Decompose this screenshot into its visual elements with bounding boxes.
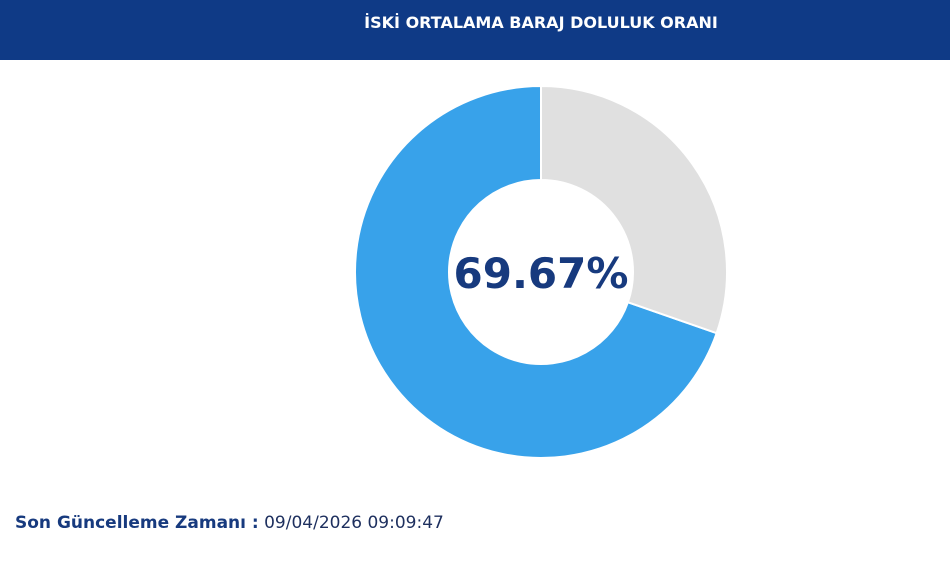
footer: Son Güncelleme Zamanı : 09/04/2026 09:09… <box>15 513 444 533</box>
donut-segment <box>540 84 728 335</box>
footer-label: Son Güncelleme Zamanı : <box>15 513 259 533</box>
footer-timestamp: 09/04/2026 09:09:47 <box>264 513 444 533</box>
chart: 69.67% <box>354 84 728 459</box>
donut-segment <box>354 84 718 459</box>
chart-title: İSKİ ORTALAMA BARAJ DOLULUK ORANI <box>364 13 718 32</box>
header-bar: İSKİ ORTALAMA BARAJ DOLULUK ORANI <box>0 0 950 60</box>
center-label: 69.67% <box>454 249 629 298</box>
